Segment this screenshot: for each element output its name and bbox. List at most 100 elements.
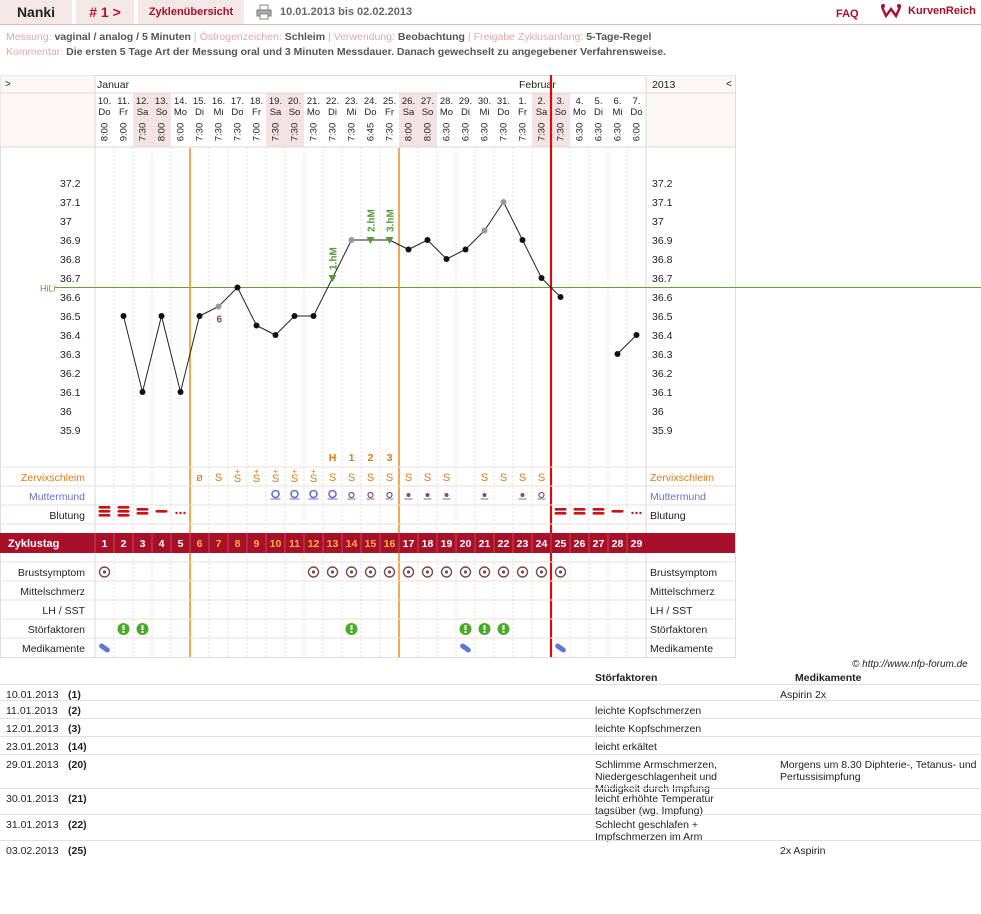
day-number: 26. <box>402 96 415 107</box>
oestrogen-label: Östrogenzeichen: <box>199 31 282 43</box>
bleeding-icon <box>554 508 567 511</box>
temp-point <box>196 313 203 319</box>
bleeding-icon <box>98 514 111 517</box>
zyklustag-number: 25 <box>555 538 567 550</box>
zyklustag-number: 2 <box>121 538 127 550</box>
bleeding-icon <box>136 512 149 515</box>
mumu-open-icon <box>309 489 318 499</box>
temp-point <box>557 294 564 300</box>
temp-point <box>462 246 469 253</box>
day-number: 28. <box>440 96 453 107</box>
cervix-symbol: S <box>215 472 222 484</box>
zyklustag-number: 7 <box>216 538 222 550</box>
note-medikament: Morgens um 8.30 Diphterie-, Tetanus- und… <box>780 759 977 783</box>
logo-text[interactable]: KurvenReich <box>908 5 976 17</box>
day-time: 7:30 <box>518 123 529 142</box>
note-cycle-day: (14) <box>68 741 87 753</box>
temp-segment <box>256 325 276 336</box>
day-weekday: Do <box>98 107 110 118</box>
cycle-overview-link[interactable]: Zyklenübersicht <box>138 0 244 24</box>
day-time: 6:45 <box>366 123 377 142</box>
day-weekday: Di <box>594 107 603 118</box>
note-cycle-day: (20) <box>68 759 87 771</box>
zyklustag-number: 23 <box>517 538 529 550</box>
mittel-row-label: Mittelschmerz <box>20 586 85 598</box>
cervix-symbol: S <box>386 472 393 484</box>
note-row: 30.01.2013 (21) leicht erhöhte Temperatu… <box>0 788 981 817</box>
y-tick-right: 36.3 <box>652 349 673 361</box>
note-date: 10.01.2013 <box>6 689 59 701</box>
zyklustag-label: Zyklustag <box>8 538 59 550</box>
bleeding-icon <box>573 512 586 515</box>
day-time: 7:00 <box>252 123 263 142</box>
day-number: 29. <box>459 96 472 107</box>
medication-pill-icon <box>460 643 471 653</box>
month-label-feb: Februar <box>519 79 556 91</box>
zyklustag-number: 20 <box>460 538 472 550</box>
stoer-row-label-right: Störfaktoren <box>650 624 707 636</box>
temp-point <box>120 313 127 319</box>
temp-point <box>139 389 146 395</box>
mumu-dot-icon <box>406 493 411 497</box>
day-weekday: Sa <box>403 107 415 118</box>
temp-segment <box>541 277 561 298</box>
faq-link[interactable]: FAQ <box>836 8 859 20</box>
temp-point <box>405 246 412 253</box>
day-time: 6:30 <box>575 123 586 142</box>
breast-symptom-dot <box>558 570 563 574</box>
temp-point <box>234 284 241 291</box>
stoer-header: Störfaktoren <box>595 672 658 684</box>
y-tick-left: 37 <box>60 216 72 228</box>
temp-point <box>177 389 184 395</box>
medication-pill-icon <box>555 643 566 653</box>
day-number: 22. <box>326 96 339 107</box>
kurvenreich-logo-icon[interactable] <box>880 3 902 21</box>
bleeding-icon <box>573 508 586 511</box>
blutung-row-label-right: Blutung <box>650 510 686 522</box>
medication-pill-icon <box>99 643 110 653</box>
y-tick-left: 37.2 <box>60 178 81 190</box>
day-weekday: Fr <box>252 107 261 118</box>
note-stoerfaktor: Schlimme Armschmerzen, Niedergeschlagenh… <box>595 759 718 795</box>
day-time: 7:30 <box>271 123 282 142</box>
day-number: 4. <box>576 96 584 107</box>
day-weekday: So <box>422 107 434 118</box>
zyklustag-number: 24 <box>536 538 548 550</box>
day-time: 7:30 <box>233 123 244 142</box>
peak-marker: 1 <box>349 452 355 464</box>
hm-triangle <box>385 237 394 244</box>
day-time: 7:30 <box>290 123 301 142</box>
temp-segment <box>484 201 504 231</box>
day-number: 1. <box>519 96 527 107</box>
y-tick-right: 36.8 <box>652 254 673 266</box>
cervix-symbol: S <box>253 473 260 485</box>
day-number: 12. <box>136 96 149 107</box>
print-icon[interactable] <box>256 4 272 20</box>
zyklustag-number: 9 <box>254 538 260 550</box>
day-time: 8:00 <box>404 123 415 142</box>
y-tick-left: 35.9 <box>60 425 81 437</box>
medi-row-label: Medikamente <box>22 643 85 655</box>
temp-segment <box>503 201 523 241</box>
zyklustag-number: 10 <box>270 538 282 550</box>
note-date: 11.01.2013 <box>6 705 58 717</box>
lh-row-label-right: LH / SST <box>650 605 693 617</box>
bleeding-dots-icon <box>175 511 178 515</box>
bleeding-dots-icon <box>639 511 642 515</box>
lh-row-label: LH / SST <box>42 605 85 617</box>
day-weekday: Sa <box>270 107 282 118</box>
temp-point <box>424 237 431 243</box>
brust-row-label: Brustsymptom <box>18 567 85 579</box>
day-number: 7. <box>633 96 641 107</box>
day-weekday: Mo <box>174 107 187 118</box>
day-time: 7:30 <box>556 123 567 142</box>
note-cycle-day: (1) <box>68 689 81 701</box>
disturbance-mark <box>122 631 125 633</box>
medi-row-label-right: Medikamente <box>650 643 713 655</box>
breast-symptom-dot <box>387 570 392 574</box>
day-number: 10. <box>98 96 111 107</box>
cycle-selector[interactable]: # 1 > <box>76 0 134 24</box>
weekend-shade <box>532 93 551 147</box>
bleeding-dots-icon <box>179 511 182 515</box>
day-number: 13. <box>155 96 168 107</box>
